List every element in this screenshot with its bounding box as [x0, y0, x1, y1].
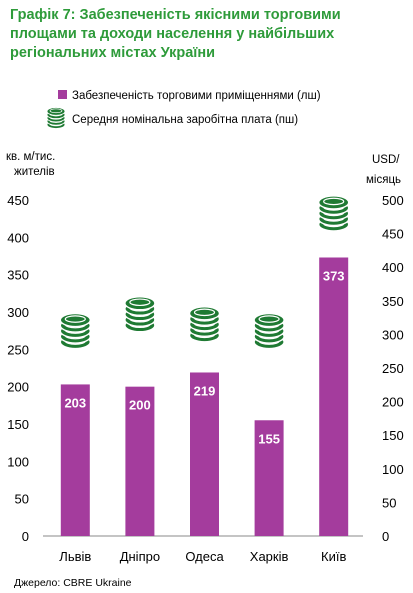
left-tick-label: 250	[7, 342, 29, 357]
salary-markers	[60, 196, 348, 349]
category-label: Львів	[59, 549, 91, 564]
coin-stack-icon	[190, 307, 220, 342]
category-label: Харків	[250, 549, 289, 564]
category-label: Дніпро	[120, 549, 160, 564]
coin-stack-icon	[319, 196, 349, 231]
bar-data-label: 200	[129, 398, 151, 413]
bar	[190, 372, 219, 536]
right-tick-label: 100	[382, 462, 404, 477]
right-tick-label: 300	[382, 327, 404, 342]
bar	[60, 384, 90, 536]
chart-title: Графік 7: Забезпеченість якісними торгов…	[10, 6, 406, 63]
right-tick-label: 400	[382, 260, 404, 275]
bar	[319, 257, 349, 536]
legend: Забезпеченість торговими приміщеннями (л…	[47, 90, 321, 129]
left-tick-label: 400	[7, 230, 29, 245]
category-label: Київ	[321, 549, 346, 564]
x-axis: Львів Дніпро Одеса Харків Київ	[59, 549, 346, 564]
bar-data-label: 155	[258, 431, 280, 446]
coin-stack-icon	[60, 314, 90, 349]
left-tick-label: 50	[15, 492, 29, 507]
legend-coin-icon	[47, 108, 65, 129]
right-tick-label: 350	[382, 294, 404, 309]
legend-coin-label: Середня номінальна заробітна плата (пш)	[72, 114, 298, 126]
bar-data-label: 203	[64, 395, 86, 410]
chart-title-line-2: площами та доходи населення у найбільших	[10, 26, 335, 42]
right-axis-title-line-2: місяць	[366, 174, 401, 186]
bar-data-label: 219	[194, 383, 216, 398]
left-tick-label: 350	[7, 268, 29, 283]
category-label: Одеса	[185, 549, 224, 564]
bars: 203 200 219 155 373	[60, 257, 349, 536]
chart-title-line-3: регіональних містах України	[10, 45, 216, 61]
right-tick-label: 0	[382, 529, 389, 544]
source-note: Джерело: CBRE Ukraine	[14, 577, 132, 589]
left-axis-title-line-2: жителів	[14, 166, 55, 178]
left-tick-label: 300	[7, 305, 29, 320]
bar	[254, 420, 284, 536]
left-axis-title-line-1: кв. м/тис.	[6, 151, 55, 163]
right-axis: 0 50 100 150 200 250 300 350 400 450 500	[382, 193, 404, 544]
left-tick-label: 0	[22, 529, 29, 544]
right-tick-label: 50	[382, 495, 396, 510]
legend-bar-swatch	[58, 90, 67, 99]
coin-stack-icon	[125, 297, 155, 332]
legend-bar-label: Забезпеченість торговими приміщеннями (л…	[72, 90, 321, 102]
chart-title-line-1: Графік 7: Забезпеченість якісними торгов…	[10, 7, 341, 23]
right-tick-label: 200	[382, 395, 404, 410]
left-tick-label: 200	[7, 380, 29, 395]
bar	[125, 386, 155, 536]
right-tick-label: 450	[382, 227, 404, 242]
left-tick-label: 150	[7, 417, 29, 432]
coin-stack-icon	[254, 314, 284, 349]
left-tick-label: 100	[7, 454, 29, 469]
right-tick-label: 150	[382, 428, 404, 443]
right-tick-label: 500	[382, 193, 404, 208]
bar-data-label: 373	[323, 268, 345, 283]
right-axis-title-line-1: USD/	[372, 154, 400, 166]
left-tick-label: 450	[7, 193, 29, 208]
right-tick-label: 250	[382, 361, 404, 376]
left-axis: 0 50 100 150 200 250 300 350 400 450	[7, 193, 29, 544]
